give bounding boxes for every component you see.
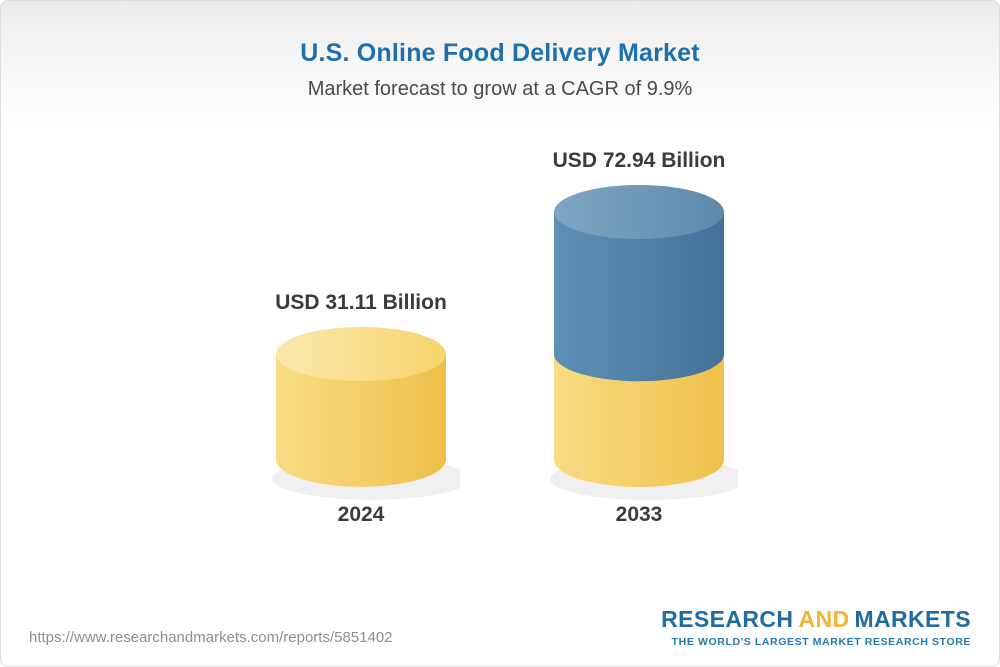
- year-label-2024: 2024: [337, 502, 385, 526]
- research-and-markets-logo: RESEARCH AND MARKETS THE WORLD'S LARGEST M…: [661, 606, 971, 648]
- chart-header: U.S. Online Food Delivery Market Market …: [1, 1, 999, 101]
- value-label-2033: USD 72.94 Billion: [552, 149, 726, 172]
- value-label-2024: USD 31.11 Billion: [275, 291, 447, 315]
- chart-title: U.S. Online Food Delivery Market: [300, 39, 700, 67]
- bar-column-2033: USD 72.94 Billion 2033: [540, 149, 748, 527]
- logo-word-markets: MARKETS: [854, 606, 971, 632]
- bar-2033-cylinder: [540, 185, 748, 501]
- cylinder-graphic: [550, 185, 748, 500]
- logo-wordmark: RESEARCH AND MARKETS: [661, 606, 971, 633]
- logo-word-and: AND: [798, 606, 850, 632]
- report-url: https://www.researchandmarkets.com/repor…: [29, 629, 393, 646]
- footer: https://www.researchandmarkets.com/repor…: [1, 606, 999, 666]
- logo-word-research: RESEARCH: [661, 606, 794, 632]
- cylinder-graphic: [272, 327, 470, 500]
- year-label-2033: 2033: [615, 502, 663, 526]
- bar-column-2024: USD 31.11 Billion 2024: [262, 291, 470, 527]
- chart-area: USD 31.11 Billion 2024 USD 72.94 Billion…: [1, 149, 999, 527]
- chart-subtitle: Market forecast to grow at a CAGR of 9.9…: [307, 78, 693, 100]
- logo-tagline: THE WORLD'S LARGEST MARKET RESEARCH STOR…: [671, 636, 971, 648]
- bar-2024-cylinder: [262, 327, 470, 501]
